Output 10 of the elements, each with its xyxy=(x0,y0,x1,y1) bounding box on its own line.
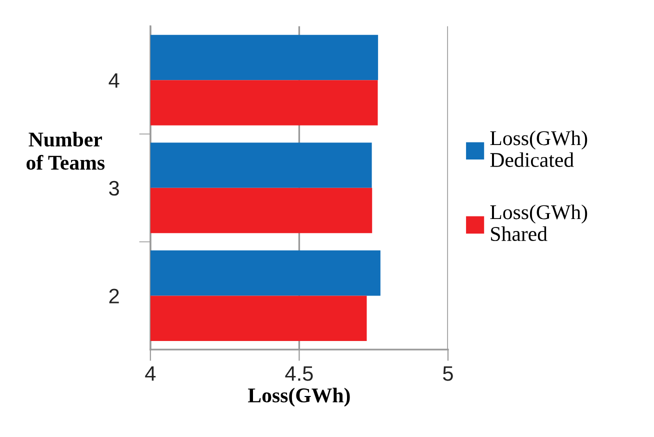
y-tick-label: 4 xyxy=(108,73,120,88)
y-tick-label: 2 xyxy=(109,288,119,304)
legend-label: Loss(GWh) Dedicated xyxy=(490,130,588,168)
y-tick-label: 3 xyxy=(109,180,119,196)
x-axis-title: Loss(GWh) xyxy=(248,388,350,407)
x-tick-label: 4.5 xyxy=(285,366,313,381)
x-tick-label: 5 xyxy=(443,366,453,381)
x-tick-label: 4 xyxy=(145,366,156,381)
y-axis-title: Number of Teams xyxy=(26,132,105,170)
legend-label: Loss(GWh) Shared xyxy=(490,204,588,242)
